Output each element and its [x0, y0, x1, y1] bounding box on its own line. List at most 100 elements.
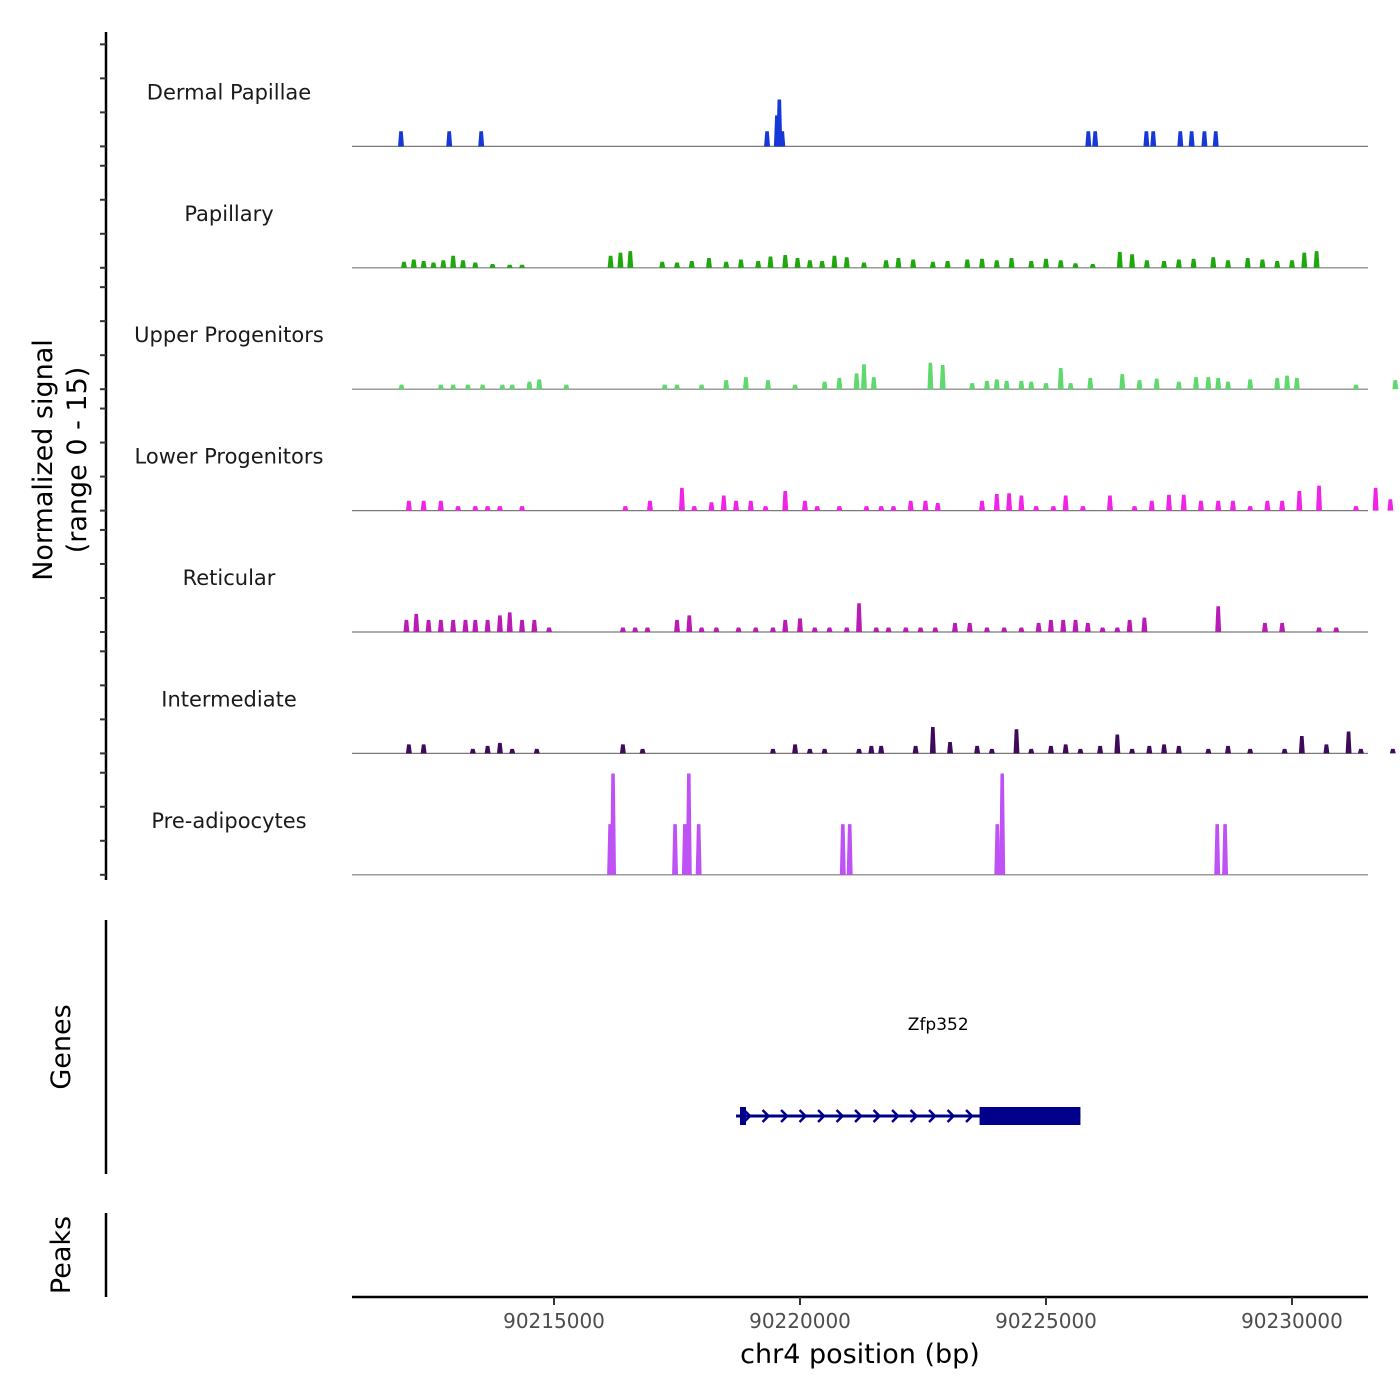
signal-peak: [733, 500, 739, 511]
signal-peak: [472, 262, 479, 268]
signal-peak: [1116, 251, 1123, 268]
signal-peak: [1126, 619, 1133, 632]
x-tick-label: 90225000: [995, 1309, 1097, 1333]
signal-peak: [1316, 485, 1322, 511]
strand-arrow-icon: [965, 1109, 974, 1123]
signal-peak: [792, 384, 799, 390]
signal-peak: [1077, 748, 1084, 754]
signal-peak: [846, 824, 853, 875]
signal-peak: [506, 264, 513, 268]
signal-peak: [1215, 377, 1222, 390]
signal-peak: [1028, 748, 1035, 754]
signal-peak: [464, 384, 471, 390]
signal-peak: [708, 502, 715, 511]
signal-peak: [1001, 627, 1008, 632]
signal-peak: [1018, 380, 1025, 390]
signal-peak: [519, 506, 525, 511]
signal-peak: [617, 252, 624, 268]
signal-peak: [1244, 257, 1251, 268]
strand-arrow-icon: [835, 1109, 845, 1123]
signal-peak: [988, 748, 995, 754]
signal-peak: [1259, 259, 1266, 268]
signal-peak: [792, 744, 799, 754]
signal-peak: [1028, 260, 1035, 268]
signal-peak: [1225, 260, 1231, 268]
signal-peak: [1114, 734, 1121, 754]
signal-peak: [1323, 744, 1330, 754]
signal-peak: [999, 773, 1006, 875]
signal-peak: [1013, 729, 1020, 754]
signal-peak: [782, 619, 789, 632]
signal-peak: [1352, 384, 1359, 390]
signal-peak: [801, 500, 808, 511]
gene-exon: [979, 1107, 1081, 1125]
signal-peak: [462, 619, 469, 632]
signal-peak: [1316, 627, 1322, 632]
signal-peak: [1215, 500, 1222, 511]
signal-peak: [563, 384, 570, 390]
signal-peak: [767, 256, 774, 268]
signal-peak: [1284, 375, 1291, 390]
signal-peak: [484, 506, 491, 511]
track-pre-adipocytes: Pre-adipocytes: [151, 773, 1368, 876]
signal-peak: [885, 627, 892, 632]
signal-peak: [1008, 257, 1015, 268]
signal-peak: [1387, 499, 1394, 511]
signal-peak: [1215, 606, 1222, 632]
signal-peak: [907, 500, 914, 511]
track-label: Papillary: [184, 202, 273, 226]
signal-peak: [531, 619, 538, 632]
signal-peak: [944, 260, 951, 268]
signal-peak: [1141, 617, 1148, 632]
strand-arrow-icon: [872, 1109, 882, 1123]
gene-exon: [739, 1107, 746, 1125]
signal-peak: [536, 379, 543, 390]
signal-peak: [806, 748, 813, 754]
signal-peak: [1301, 252, 1308, 268]
signal-peak: [1089, 264, 1096, 268]
signal-peak: [509, 748, 516, 754]
signal-peak: [984, 627, 990, 632]
signal-peak: [895, 257, 902, 268]
signal-peak: [964, 259, 971, 268]
signal-peak: [939, 365, 946, 390]
track-papillary: Papillary: [184, 202, 1368, 269]
signal-peak: [747, 500, 754, 511]
signal-peak: [1193, 377, 1200, 390]
strand-arrow-icon: [761, 1109, 771, 1123]
signal-peak: [742, 377, 749, 390]
signal-peak: [478, 131, 485, 147]
signal-peak: [1131, 506, 1138, 511]
signal-peak: [966, 622, 973, 632]
signal-peak: [1136, 380, 1143, 390]
x-axis-ticks: 90215000 90220000 90225000 90230000: [503, 1297, 1343, 1333]
signal-peak: [430, 262, 437, 268]
signal-peak: [455, 506, 462, 511]
signal-peak: [1279, 500, 1286, 511]
signal-peak: [856, 603, 862, 632]
signal-peak: [1264, 500, 1271, 511]
signal-peak: [619, 744, 626, 754]
track-dermal-papillae: Dermal Papillae: [147, 80, 1368, 147]
signal-peak: [622, 506, 629, 511]
signal-peak: [1298, 736, 1305, 754]
signal-peak: [720, 495, 727, 511]
track-reticular: Reticular: [183, 566, 1368, 633]
signal-peak: [831, 255, 838, 268]
signal-peak: [738, 259, 744, 268]
signal-peak: [762, 506, 769, 511]
signal-peak: [607, 255, 614, 268]
signal-peak: [878, 506, 885, 511]
signal-peak: [450, 619, 457, 632]
signal-peak: [1028, 381, 1035, 390]
signal-peak: [1033, 506, 1040, 511]
signal-peak: [1148, 500, 1155, 511]
signal-peak: [1212, 131, 1219, 147]
signal-peak: [752, 627, 759, 632]
strand-arrow-icon: [780, 1109, 789, 1123]
signal-peak: [1018, 627, 1025, 632]
signal-peak: [1067, 383, 1074, 390]
signal-peak: [993, 379, 1000, 390]
signal-peak: [506, 612, 513, 632]
